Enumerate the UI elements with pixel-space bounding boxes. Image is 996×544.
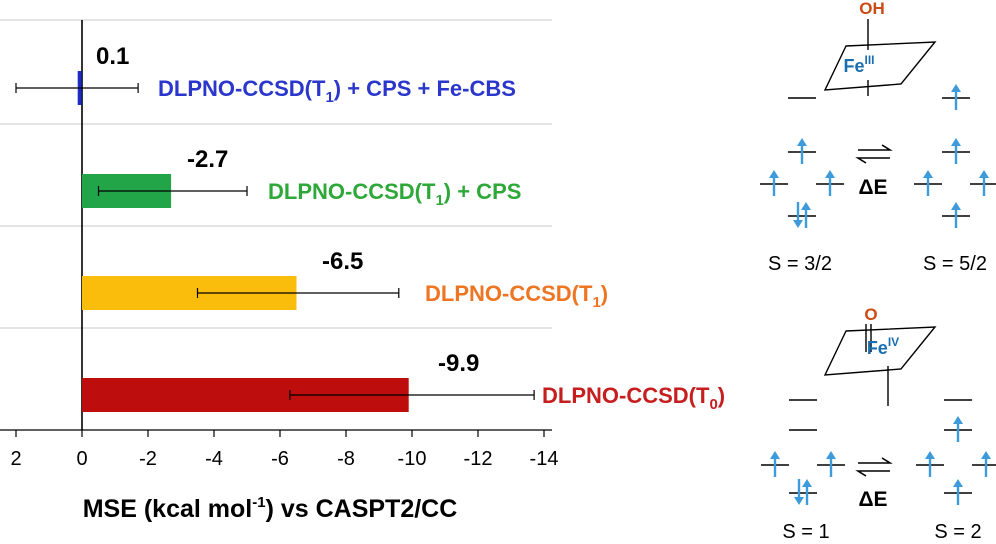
o-ligand-label: O	[864, 305, 877, 324]
x-tick-label: 2	[10, 448, 21, 470]
spin-state-diagram: OH FeIII ΔE S = 3/2 S = 5/2 O FeIV ΔE	[760, 0, 996, 543]
spin-label-right: S = 2	[934, 521, 981, 543]
arrow-head	[981, 451, 991, 459]
method-label: DLPNO-CCSD(T1) + CPS	[268, 179, 521, 209]
arrow-head	[801, 202, 811, 210]
x-tick-label: -12	[464, 448, 493, 470]
data-label: -2.7	[187, 146, 228, 173]
fe-label: FeIII	[843, 53, 874, 76]
x-tick-label: -4	[205, 448, 223, 470]
arrow-head	[951, 202, 961, 210]
method-label: DLPNO-CCSD(T1) + CPS + Fe-CBS	[158, 76, 516, 106]
mse-bar-chart: 0.1 DLPNO-CCSD(T1) + CPS + Fe-CBS -2.7 DLPN…	[0, 19, 725, 523]
arrow-head	[925, 451, 935, 459]
gridlines	[0, 19, 552, 329]
arrow-head	[923, 170, 933, 178]
porphyrin-plane	[823, 41, 937, 91]
arrow-head	[794, 497, 804, 505]
data-label: -6.5	[322, 248, 363, 275]
fe3-oh-complex: OH FeIII	[823, 0, 937, 96]
equilibrium-arrow-right	[858, 144, 893, 151]
arrow-head	[951, 138, 961, 146]
x-tick-label: 0	[76, 448, 87, 470]
fe3-d-orbital-levels	[760, 84, 996, 228]
arrow-head	[769, 170, 779, 178]
delta-e-label: ΔE	[858, 488, 887, 511]
oh-ligand-label: OH	[859, 0, 885, 18]
arrow-head	[979, 170, 989, 178]
x-tick-label: -14	[530, 448, 559, 470]
data-label: -9.9	[438, 350, 479, 377]
arrow-head	[825, 170, 835, 178]
equilibrium-arrow-left	[855, 157, 890, 164]
arrow-head	[953, 416, 963, 424]
arrow-head	[797, 138, 807, 146]
fe4-d-orbital-levels	[761, 399, 996, 505]
fe4-equilibrium: ΔE	[855, 457, 893, 511]
x-tick-label: -2	[139, 448, 157, 470]
x-axis-title: MSE (kcal mol-1) vs CASPT2/CC	[83, 494, 458, 523]
data-label: 0.1	[96, 43, 129, 70]
method-label: DLPNO-CCSD(T1)	[425, 281, 608, 311]
fe4-oxo-complex: O FeIV	[823, 305, 937, 406]
arrow-head	[951, 84, 961, 92]
equilibrium-arrow-right	[858, 457, 893, 464]
x-tick-label: -8	[337, 448, 355, 470]
arrow-head	[826, 451, 836, 459]
arrow-head	[953, 479, 963, 487]
fe3-equilibrium: ΔE	[855, 144, 893, 199]
porphyrin-plane	[823, 326, 937, 376]
spin-label-left: S = 3/2	[768, 253, 832, 275]
arrow-head	[802, 479, 812, 487]
spin-label-right: S = 5/2	[923, 253, 987, 275]
arrow-head	[793, 220, 803, 228]
method-label: DLPNO-CCSD(T0)	[542, 383, 725, 413]
equilibrium-arrow-left	[855, 470, 890, 477]
spin-label-left: S = 1	[782, 521, 829, 543]
x-tick-label: -6	[271, 448, 289, 470]
fe-label: FeIV	[867, 335, 899, 358]
delta-e-label: ΔE	[858, 176, 887, 199]
bars: 0.1 DLPNO-CCSD(T1) + CPS + Fe-CBS -2.7 DLPN…	[15, 43, 725, 413]
arrow-head	[770, 451, 780, 459]
x-tick-label: -10	[398, 448, 427, 470]
x-ticks: 2 0 -2 -4 -6 -8 -10 -12 -14	[10, 430, 558, 470]
